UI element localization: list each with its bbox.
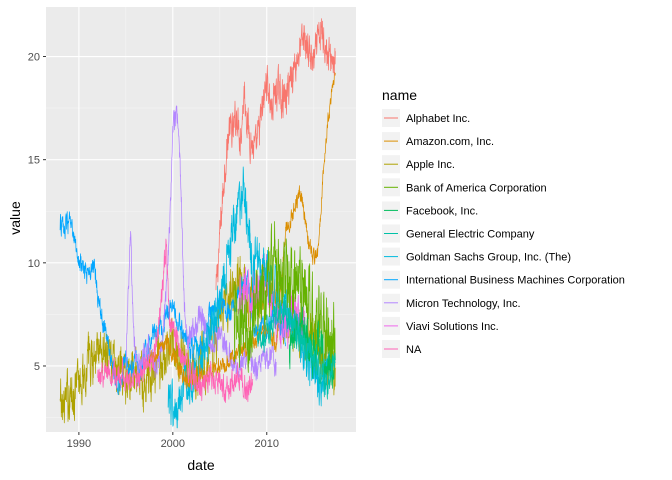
series-line bbox=[148, 71, 336, 389]
legend-title: name bbox=[382, 87, 417, 103]
series-line bbox=[233, 221, 336, 374]
legend-label: Amazon.com, Inc. bbox=[406, 136, 494, 148]
x-axis-title: date bbox=[187, 457, 214, 473]
legend-label: Alphabet Inc. bbox=[406, 113, 470, 125]
series-layer bbox=[59, 18, 336, 429]
x-tick-label: 2000 bbox=[161, 438, 185, 450]
legend: Alphabet Inc. Amazon.com, Inc. Apple Inc. B… bbox=[382, 109, 625, 358]
legend-label: Goldman Sachs Group, Inc. (The) bbox=[406, 252, 571, 264]
legend-label: Facebook, Inc. bbox=[406, 205, 478, 217]
legend-label: International Business Machines Corporat… bbox=[406, 275, 625, 287]
series-line bbox=[97, 238, 254, 403]
legend-label: Bank of America Corporation bbox=[406, 182, 547, 194]
legend-label: Viavi Solutions Inc. bbox=[406, 321, 499, 333]
y-tick-label: 15 bbox=[28, 155, 40, 167]
x-tick-label: 1990 bbox=[67, 438, 91, 450]
legend-label: Apple Inc. bbox=[406, 159, 455, 171]
legend-label: NA bbox=[406, 344, 422, 356]
series-line bbox=[215, 18, 336, 291]
y-tick-label: 20 bbox=[28, 52, 40, 64]
series-line bbox=[257, 295, 336, 400]
legend-label: Micron Technology, Inc. bbox=[406, 298, 521, 310]
y-axis: 5 10 15 20 bbox=[28, 52, 46, 373]
legend-label: General Electric Company bbox=[406, 229, 535, 241]
y-tick-label: 5 bbox=[34, 361, 40, 373]
minor-gridlines bbox=[46, 7, 356, 432]
x-axis: 1990 2000 2010 bbox=[67, 432, 279, 450]
y-axis-title: value bbox=[7, 201, 23, 235]
x-tick-label: 2010 bbox=[255, 438, 279, 450]
y-tick-label: 10 bbox=[28, 258, 40, 270]
